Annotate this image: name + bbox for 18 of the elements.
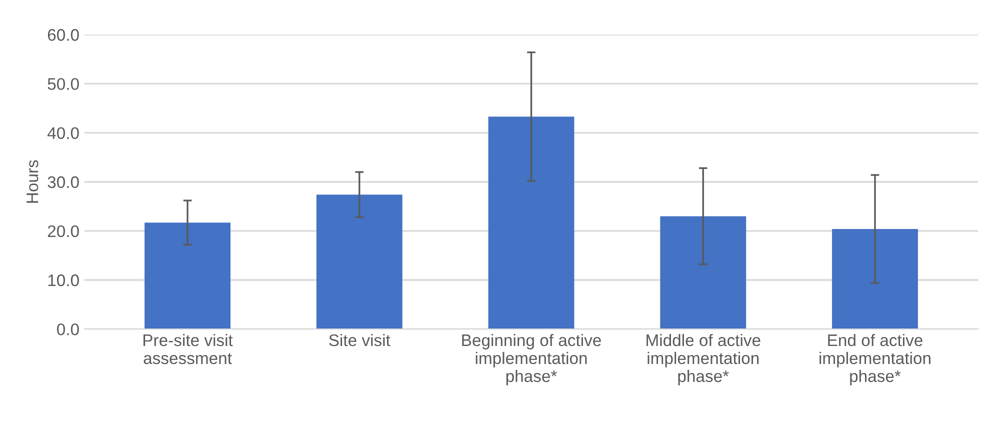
y-tick-label: 40.0 bbox=[47, 127, 79, 139]
bar bbox=[144, 222, 230, 330]
y-tick-label: 50.0 bbox=[48, 78, 79, 90]
y-tick-label: 30.0 bbox=[48, 176, 79, 188]
y-tick-label: 20.0 bbox=[48, 225, 79, 238]
bar bbox=[832, 228, 918, 330]
bar bbox=[488, 116, 574, 330]
x-tick-label: End of active implementation phase* bbox=[820, 334, 930, 386]
x-tick-label: Middle of active implementation phase* bbox=[646, 334, 760, 386]
y-axis-title: Hours bbox=[26, 160, 38, 203]
x-tick-label: Site visit bbox=[329, 334, 390, 346]
y-tick-label: 0.0 bbox=[57, 323, 79, 336]
bar bbox=[660, 216, 746, 330]
x-tick-label: Beginning of active implementation phase* bbox=[462, 334, 601, 386]
bar bbox=[316, 194, 402, 330]
y-tick-label: 60.0 bbox=[48, 29, 79, 41]
x-tick-label: Pre-site visit assessment bbox=[144, 334, 233, 364]
y-tick-label: 10.0 bbox=[48, 274, 79, 286]
